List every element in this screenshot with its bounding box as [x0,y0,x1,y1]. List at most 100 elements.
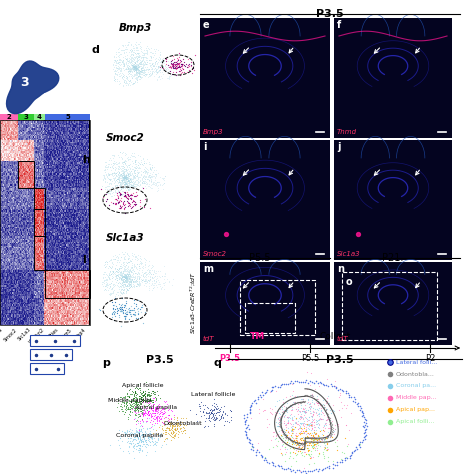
Point [156,412,164,419]
Point [129,66,137,73]
Point [151,64,159,72]
Point [131,201,139,209]
Point [125,274,132,282]
Point [103,165,111,173]
Point [121,54,128,62]
Point [162,62,169,70]
Point [144,397,152,404]
Point [139,409,147,417]
Point [148,65,156,73]
Point [118,273,126,281]
Point [111,173,119,181]
Point [123,274,131,282]
Point [141,164,148,171]
Point [177,424,184,431]
Point [122,312,130,320]
Point [127,67,134,75]
Point [103,275,110,283]
Point [151,60,159,67]
Point [125,275,133,283]
Point [130,66,137,73]
Point [170,58,177,65]
Point [137,259,145,267]
Point [113,175,121,182]
Point [148,273,156,281]
Point [119,277,127,284]
Point [131,54,139,61]
Point [124,178,132,185]
Point [143,47,151,55]
Point [111,266,118,273]
Point [121,428,128,436]
Point [124,255,132,263]
Point [107,285,114,292]
Point [145,166,152,174]
Point [140,435,148,443]
Point [153,54,160,62]
Point [128,175,135,183]
Point [119,289,127,296]
Point [133,68,141,76]
Point [121,173,129,181]
Point [135,173,142,181]
Point [118,179,126,187]
Point [132,67,140,75]
Point [160,410,168,417]
Point [170,428,177,436]
Point [157,62,165,70]
Point [156,273,164,281]
Point [153,179,161,186]
Point [139,69,147,77]
Point [134,440,141,447]
Point [173,424,181,431]
Point [133,168,141,175]
Point [117,67,125,74]
Point [140,167,147,175]
Point [135,434,142,442]
Point [133,57,141,64]
Point [128,172,135,179]
Point [125,65,132,73]
Point [162,60,169,68]
Point [136,73,144,81]
Point [122,179,130,187]
Point [118,177,126,184]
Point [117,183,124,191]
Point [115,53,123,60]
Point [121,276,129,284]
Point [143,60,150,68]
Point [121,173,128,181]
Point [134,158,141,165]
Point [126,64,134,72]
Point [124,405,131,413]
Point [148,277,155,284]
Point [119,173,127,181]
Point [132,62,140,70]
Point [137,421,145,429]
Point [151,412,158,419]
Point [175,63,182,71]
Point [183,63,191,71]
Point [129,57,137,64]
Point [139,168,146,176]
Point [168,433,175,440]
Point [130,401,137,409]
Point [120,273,128,281]
Text: Tnmd: Tnmd [337,129,357,135]
Point [137,391,145,398]
Point [184,55,192,63]
Point [171,60,178,68]
Point [110,309,118,317]
Point [134,404,142,411]
Point [148,69,155,77]
Point [120,158,128,166]
Point [127,178,135,186]
Point [128,401,136,408]
Point [128,73,136,81]
Point [112,57,119,65]
Point [118,64,125,72]
Point [129,60,137,67]
Point [123,310,131,318]
Point [122,180,130,188]
Point [129,396,137,403]
